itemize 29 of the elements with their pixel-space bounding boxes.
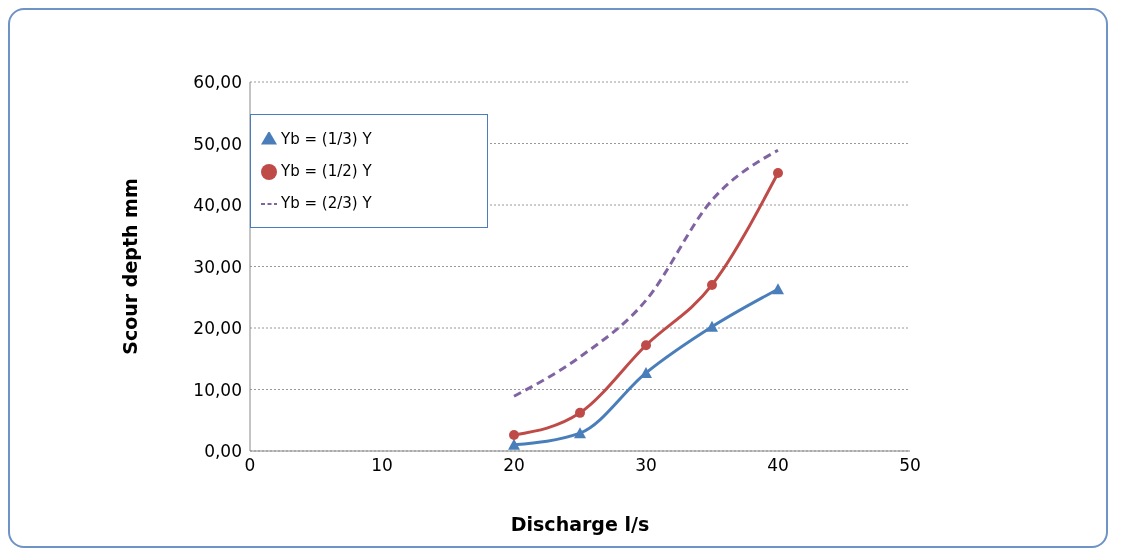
x-tick-label: 50 <box>899 455 921 476</box>
x-tick-label: 10 <box>371 455 393 476</box>
x-axis-title: Discharge l/s <box>510 513 650 535</box>
x-tick-label: 40 <box>767 455 789 476</box>
y-tick-label: 30,00 <box>193 256 242 277</box>
y-tick-label: 20,00 <box>193 318 242 339</box>
legend-label: Yb = (1/2) Y <box>281 162 372 180</box>
legend-label: Yb = (1/3) Y <box>281 130 372 148</box>
point <box>773 168 783 179</box>
point <box>509 430 519 441</box>
y-tick-label: 0,00 <box>204 441 242 462</box>
y-axis-title: Scour depth mm <box>118 178 141 355</box>
x-tick-label: 0 <box>244 455 256 476</box>
x-tick-label: 20 <box>503 455 525 476</box>
point <box>508 438 520 450</box>
point <box>706 320 718 332</box>
y-tick-label: 40,00 <box>193 195 242 216</box>
y-tick-label: 10,00 <box>193 379 242 400</box>
point <box>707 279 717 290</box>
line-series <box>512 148 780 398</box>
point <box>574 427 586 439</box>
point <box>772 283 784 295</box>
x-tick-label: 30 <box>635 455 657 476</box>
y-tick-label: 60,00 <box>193 72 242 93</box>
legend-label: Yb = (2/3) Y <box>281 194 372 212</box>
point <box>575 407 585 418</box>
point <box>640 366 652 378</box>
point <box>641 340 651 351</box>
y-tick-label: 50,00 <box>193 133 242 154</box>
